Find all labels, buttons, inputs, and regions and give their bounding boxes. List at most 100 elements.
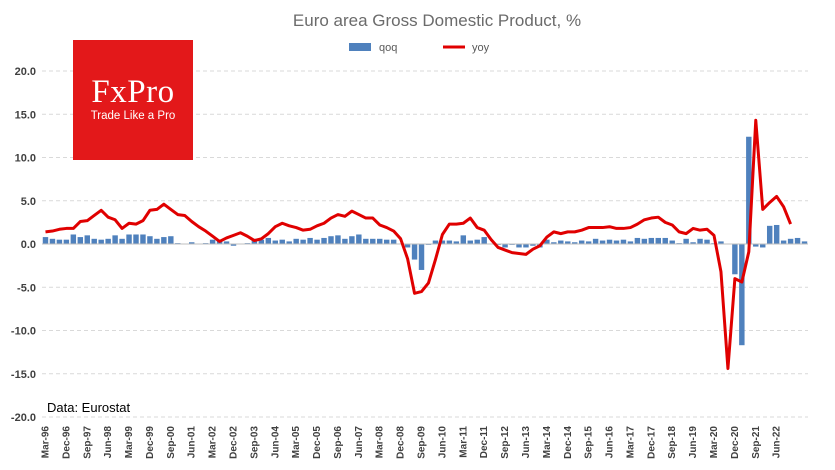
qoq-bar	[662, 237, 668, 244]
y-tick-label: 20.0	[15, 66, 36, 78]
x-tick-label: Sep-21	[751, 426, 762, 459]
qoq-bar	[780, 240, 787, 244]
x-tick-label: Mar-02	[208, 426, 219, 459]
qoq-bar	[655, 237, 661, 244]
qoq-bars	[42, 136, 808, 346]
qoq-bar	[404, 244, 411, 248]
logo-tagline: Trade Like a Pro	[90, 110, 176, 122]
qoq-bar	[787, 238, 794, 244]
x-tick-label: Mar-11	[458, 426, 469, 458]
qoq-bar	[140, 234, 146, 244]
x-tick-label: Sep-97	[82, 426, 93, 459]
qoq-bar	[641, 238, 648, 244]
x-tick-label: Jun-07	[354, 426, 365, 459]
qoq-bar	[126, 234, 132, 244]
qoq-bar	[530, 244, 536, 246]
y-tick-label: -5.0	[17, 282, 36, 294]
qoq-bar	[683, 238, 689, 244]
y-tick-label: -15.0	[11, 369, 36, 381]
qoq-bar	[613, 240, 620, 244]
qoq-bar	[718, 241, 724, 244]
qoq-bar	[516, 244, 522, 248]
qoq-bar	[363, 238, 369, 244]
qoq-bar	[704, 239, 710, 244]
qoq-bar	[523, 244, 529, 248]
qoq-bar	[697, 238, 703, 244]
qoq-bar	[572, 242, 578, 244]
qoq-bar	[620, 239, 627, 244]
x-tick-label: Dec-05	[312, 426, 323, 459]
legend: qoq yoy	[349, 42, 490, 54]
qoq-bar	[460, 235, 467, 244]
x-tick-label: Sep-09	[417, 426, 428, 459]
qoq-bar	[293, 238, 299, 244]
qoq-bar	[70, 234, 77, 244]
qoq-bar	[551, 242, 557, 244]
qoq-bar	[189, 242, 195, 244]
qoq-bar	[732, 244, 738, 275]
qoq-bar	[279, 239, 285, 244]
x-tick-label: Mar-20	[709, 426, 720, 459]
y-axis-ticks: 20.0 15.0 10.0 5.0 0.0 -5.0 -10.0 -15.0 -20.0	[11, 66, 36, 424]
qoq-bar	[328, 236, 334, 244]
x-tick-label: Mar-08	[375, 426, 386, 459]
qoq-bar	[585, 241, 592, 244]
qoq-bar	[300, 239, 306, 244]
x-tick-label: Jun-22	[772, 426, 783, 459]
qoq-bar	[565, 241, 571, 244]
qoq-bar	[314, 239, 320, 244]
qoq-bar	[272, 240, 278, 244]
qoq-bar	[133, 234, 139, 244]
x-tick-label: Jun-13	[521, 426, 532, 459]
qoq-bar	[258, 239, 265, 244]
yoy-line	[45, 118, 792, 371]
qoq-bar	[321, 237, 327, 244]
x-tick-label: Sep-18	[667, 426, 678, 459]
y-tick-label: -10.0	[11, 326, 36, 338]
qoq-bar	[773, 224, 780, 244]
qoq-bar	[161, 237, 167, 244]
source-note: Data: Eurostat	[47, 400, 130, 415]
qoq-bar	[578, 240, 585, 244]
y-tick-label: 0.0	[21, 239, 36, 251]
qoq-bar	[481, 237, 487, 244]
chart-title: Euro area Gross Domestic Product, %	[293, 11, 581, 30]
x-tick-label: Mar-99	[124, 426, 135, 459]
y-tick-label: 15.0	[15, 109, 36, 121]
qoq-bar	[98, 239, 104, 244]
qoq-bar	[91, 238, 97, 244]
qoq-bar	[690, 242, 696, 244]
x-tick-label: Sep-12	[500, 426, 511, 459]
x-tick-label: Dec-20	[730, 426, 741, 459]
qoq-bar	[63, 239, 70, 244]
x-tick-label: Dec-11	[479, 426, 490, 459]
x-axis-ticks: Mar-96 Dec-96 Sep-97 Jun-98 Mar-99 Dec-99 Sep-…	[40, 426, 782, 459]
y-tick-label: 5.0	[21, 196, 36, 208]
qoq-bar	[390, 239, 397, 244]
x-tick-label: Dec-08	[396, 426, 407, 459]
x-tick-label: Sep-06	[333, 426, 344, 459]
qoq-bar	[84, 235, 90, 244]
qoq-bar	[801, 241, 808, 244]
qoq-bar	[112, 235, 118, 244]
qoq-bar	[432, 240, 439, 244]
qoq-bar	[606, 239, 613, 244]
qoq-bar	[356, 234, 362, 244]
qoq-bar	[558, 240, 564, 244]
qoq-bar	[474, 239, 480, 244]
x-tick-label: Dec-02	[229, 426, 240, 459]
x-tick-label: Jun-01	[187, 426, 198, 459]
qoq-bar	[599, 240, 606, 244]
legend-swatch-qoq	[349, 43, 371, 51]
qoq-bar	[760, 244, 766, 248]
x-tick-label: Mar-14	[542, 426, 553, 459]
x-tick-label: Mar-05	[291, 426, 302, 459]
qoq-bar	[439, 240, 446, 244]
qoq-bar	[77, 237, 84, 244]
qoq-bar	[105, 238, 111, 244]
qoq-bar	[56, 239, 63, 244]
qoq-bar	[307, 237, 313, 244]
x-tick-label: Dec-17	[646, 426, 657, 459]
legend-label-qoq: qoq	[379, 42, 397, 54]
qoq-bar	[168, 236, 174, 244]
